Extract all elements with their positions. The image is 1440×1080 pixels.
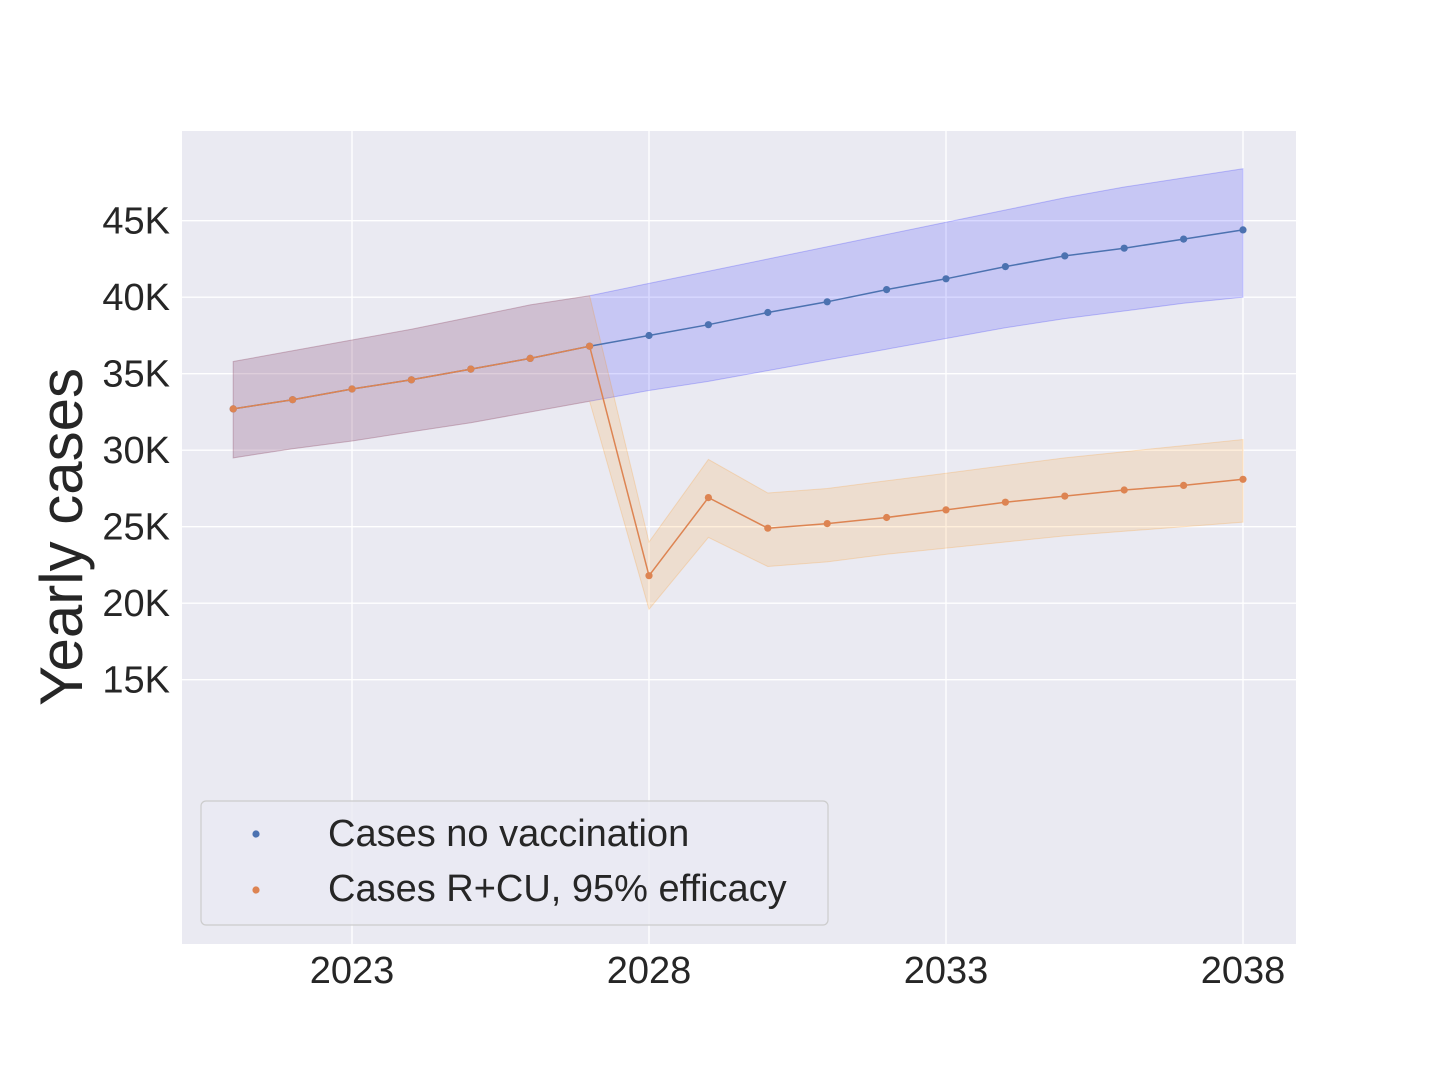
x-tick-label-2023: 2023 [310, 950, 395, 992]
data-point-cases-r-cu-95-efficacy-2026 [526, 354, 534, 362]
y-tick-label-25000: 25K [102, 507, 170, 549]
data-point-cases-r-cu-95-efficacy-2028 [645, 572, 653, 580]
y-tick-label-45000: 45K [102, 201, 170, 243]
y-tick-label-15000: 15K [102, 660, 170, 702]
data-point-cases-r-cu-95-efficacy-2021 [229, 405, 237, 413]
data-point-cases-no-vaccination-2034 [1001, 263, 1010, 271]
data-point-cases-r-cu-95-efficacy-2038 [1239, 475, 1247, 483]
data-point-cases-r-cu-95-efficacy-2033 [942, 506, 950, 514]
data-point-cases-r-cu-95-efficacy-2037 [1180, 481, 1188, 489]
confidence-band-cases-no-vaccination [232, 168, 1244, 459]
x-tick-label-2038: 2038 [1201, 950, 1286, 992]
data-point-cases-r-cu-95-efficacy-2022 [289, 396, 297, 404]
data-point-cases-r-cu-95-efficacy-2029 [704, 494, 713, 502]
legend-box [200, 800, 829, 926]
legend-marker-cases-no-vaccination [252, 830, 260, 838]
data-point-cases-r-cu-95-efficacy-2031 [823, 520, 831, 528]
data-point-cases-no-vaccination-2029 [704, 321, 713, 329]
data-point-cases-no-vaccination-2036 [1120, 244, 1128, 252]
data-point-cases-r-cu-95-efficacy-2025 [467, 365, 475, 373]
data-point-cases-no-vaccination-2035 [1061, 252, 1069, 260]
data-point-cases-no-vaccination-2030 [764, 308, 772, 317]
y-tick-label-35000: 35K [102, 354, 170, 396]
data-point-cases-r-cu-95-efficacy-2023 [348, 385, 356, 393]
data-point-cases-no-vaccination-2033 [942, 275, 950, 283]
legend: Cases no vaccination Cases R+CU, 95% eff… [200, 800, 829, 926]
confidence-band-layer [232, 168, 1244, 611]
data-point-cases-r-cu-95-efficacy-2034 [1001, 498, 1010, 506]
legend-label-cases-no-vaccination: Cases no vaccination [328, 813, 689, 855]
data-point-cases-no-vaccination-2032 [883, 286, 891, 294]
x-tick-label-2033: 2033 [904, 950, 989, 992]
y-tick-label-40000: 40K [102, 277, 170, 319]
data-point-cases-r-cu-95-efficacy-2032 [883, 513, 891, 522]
series-line-cases-r-cu-95-efficacy [233, 345, 1244, 578]
data-point-cases-r-cu-95-efficacy-2024 [407, 376, 415, 384]
y-tick-label-20000: 20K [102, 583, 170, 625]
data-point-cases-r-cu-95-efficacy-2030 [764, 524, 772, 532]
data-point-cases-r-cu-95-efficacy-2027 [586, 342, 594, 350]
y-tick-label-30000: 30K [102, 430, 170, 472]
data-point-cases-no-vaccination-2037 [1180, 235, 1188, 243]
data-point-cases-no-vaccination-2031 [823, 298, 831, 306]
tick-label-layer: 2023 2028 2033 2038 15K 20K 25K 30K 35K 40K 45K [102, 201, 1285, 992]
series-line-layer [229, 226, 1247, 580]
data-point-cases-r-cu-95-efficacy-2035 [1061, 492, 1069, 500]
data-point-cases-no-vaccination-2038 [1239, 226, 1247, 234]
confidence-band-cases-r-cu-95-efficacy [232, 295, 1244, 611]
legend-label-cases-rcu-95-efficacy: Cases R+CU, 95% efficacy [328, 868, 787, 910]
y-axis-title: Yearly cases [28, 368, 95, 706]
data-point-cases-r-cu-95-efficacy-2036 [1120, 486, 1128, 494]
data-point-cases-no-vaccination-2028 [645, 331, 653, 340]
legend-marker-cases-rcu-95-efficacy [252, 886, 260, 894]
x-tick-label-2028: 2028 [607, 950, 692, 992]
grid-layer [182, 131, 1296, 944]
